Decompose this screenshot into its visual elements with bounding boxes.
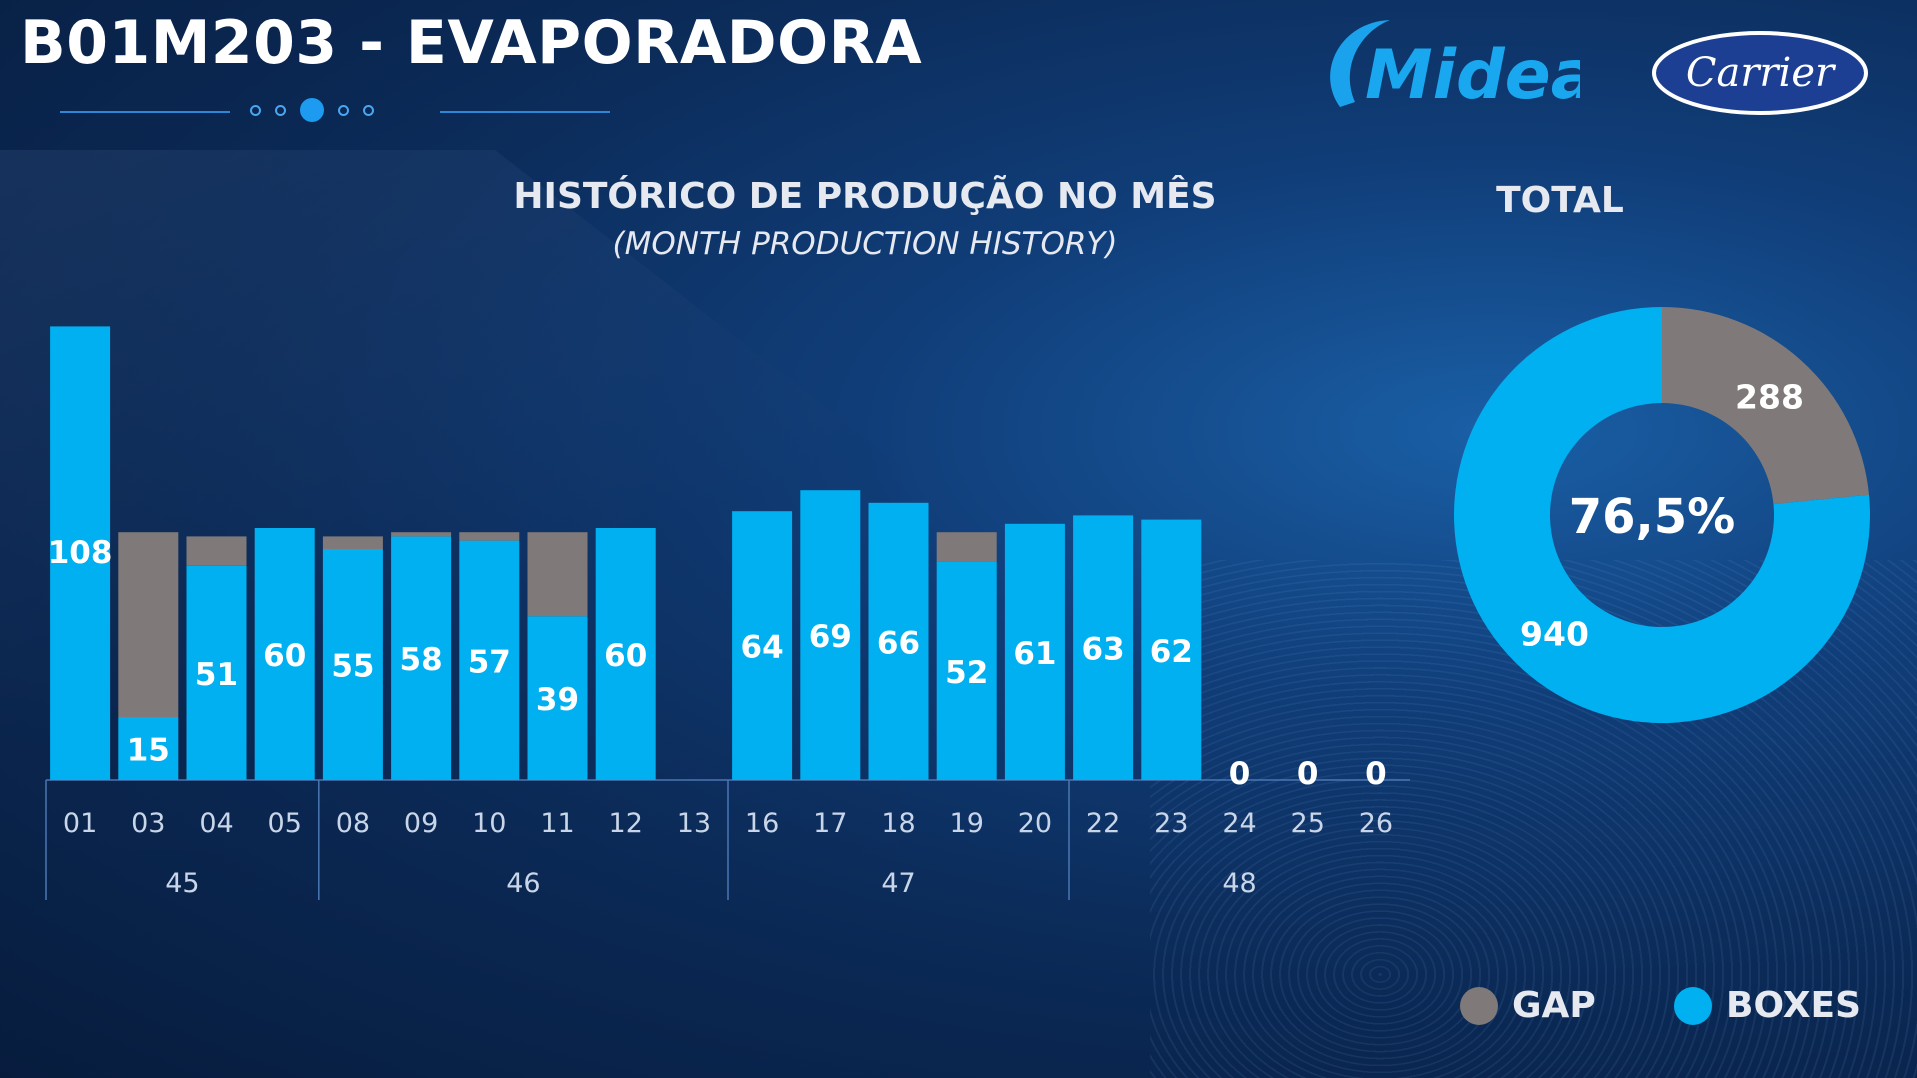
- data-label-19: 52: [945, 655, 988, 691]
- group-label-48: 48: [1222, 868, 1256, 899]
- bar-gap-09: [391, 532, 452, 537]
- donut-slice-boxes: [1454, 307, 1871, 723]
- pager-dot: [250, 104, 261, 116]
- x-tick-label-09: 09: [404, 808, 438, 839]
- data-label-01: 108: [48, 535, 113, 571]
- data-label-16: 64: [741, 630, 784, 666]
- legend-label-boxes: BOXES: [1726, 985, 1862, 1026]
- data-label-12: 60: [604, 638, 647, 674]
- bar-boxes-17: [800, 490, 861, 780]
- x-tick-label-11: 11: [540, 808, 574, 839]
- x-tick-label-01: 01: [63, 808, 97, 839]
- bar-gap-03: [118, 532, 179, 717]
- data-label-24: 0: [1229, 756, 1251, 792]
- bar-boxes-12: [595, 528, 656, 780]
- group-label-46: 46: [506, 868, 540, 899]
- page-title: B01M203 - EVAPORADORA: [20, 8, 923, 78]
- donut-title: TOTAL: [1496, 180, 1624, 221]
- bar-boxes-10: [459, 540, 520, 780]
- x-tick-label-25: 25: [1291, 808, 1325, 839]
- donut-label-boxes: 940: [1520, 615, 1589, 654]
- data-label-25: 0: [1297, 756, 1319, 792]
- donut-label-gap: 288: [1735, 377, 1804, 416]
- x-tick-label-18: 18: [881, 808, 915, 839]
- data-label-18: 66: [877, 625, 920, 661]
- x-tick-label-24: 24: [1222, 808, 1256, 839]
- bar-boxes-22: [1073, 515, 1134, 780]
- bar-boxes-19: [936, 561, 997, 780]
- bar-gap-11: [527, 532, 588, 617]
- group-label-47: 47: [881, 868, 915, 899]
- data-label-04: 51: [195, 657, 238, 693]
- bar-gap-08: [322, 536, 383, 549]
- x-tick-label-17: 17: [813, 808, 847, 839]
- data-label-05: 60: [263, 638, 306, 674]
- pager-dot: [275, 104, 286, 116]
- data-label-20: 61: [1013, 636, 1056, 672]
- x-tick-label-13: 13: [677, 808, 711, 839]
- carrier-logo: Carrier: [1652, 31, 1868, 115]
- x-tick-label-08: 08: [336, 808, 370, 839]
- legend-item-boxes: BOXES: [1674, 985, 1861, 1026]
- x-tick-label-05: 05: [268, 808, 302, 839]
- donut-slice-gap: [1662, 307, 1870, 505]
- group-label-45: 45: [165, 868, 199, 899]
- midea-logo: Midea: [1330, 20, 1580, 115]
- bar-boxes-20: [1004, 523, 1065, 780]
- bar-boxes-23: [1141, 519, 1202, 780]
- donut-center-label: 76,5%: [1569, 489, 1736, 545]
- x-tick-label-22: 22: [1086, 808, 1120, 839]
- x-tick-label-12: 12: [609, 808, 643, 839]
- data-label-26: 0: [1365, 756, 1387, 792]
- chart-title: HISTÓRICO DE PRODUÇÃO NO MÊS: [513, 176, 1217, 217]
- data-label-22: 63: [1082, 632, 1125, 668]
- bar-boxes-18: [868, 502, 929, 780]
- bar-boxes-04: [186, 565, 247, 780]
- x-tick-label-20: 20: [1018, 808, 1052, 839]
- title-underline-left: [60, 111, 230, 113]
- pager-dot-active: [300, 98, 324, 122]
- data-label-11: 39: [536, 682, 579, 718]
- data-label-03: 15: [127, 733, 170, 769]
- svg-text:Carrier: Carrier: [1686, 50, 1837, 96]
- bar-boxes-08: [322, 549, 383, 780]
- x-tick-label-16: 16: [745, 808, 779, 839]
- data-label-17: 69: [809, 619, 852, 655]
- svg-text:Midea: Midea: [1365, 36, 1580, 115]
- x-tick-label-10: 10: [472, 808, 506, 839]
- data-label-10: 57: [468, 644, 511, 680]
- data-label-09: 58: [400, 642, 443, 678]
- bar-boxes-03: [118, 717, 179, 780]
- pager-dot: [338, 104, 349, 116]
- x-tick-label-26: 26: [1359, 808, 1393, 839]
- bar-gap-04: [186, 536, 247, 566]
- x-tick-label-19: 19: [950, 808, 984, 839]
- data-label-08: 55: [331, 649, 374, 685]
- legend-swatch-boxes: [1674, 986, 1712, 1025]
- bar-boxes-05: [254, 528, 315, 780]
- legend-label-gap: GAP: [1512, 985, 1596, 1026]
- slide-pager: [250, 98, 374, 122]
- bar-boxes-01: [50, 326, 111, 780]
- x-tick-label-03: 03: [131, 808, 165, 839]
- bar-boxes-09: [391, 536, 452, 780]
- x-tick-label-04: 04: [199, 808, 233, 839]
- bar-boxes-16: [732, 511, 793, 780]
- x-tick-label-23: 23: [1154, 808, 1188, 839]
- data-label-23: 62: [1150, 634, 1193, 670]
- bar-boxes-11: [527, 616, 588, 780]
- legend-item-gap: GAP: [1460, 985, 1596, 1026]
- legend-swatch-gap: [1460, 986, 1498, 1025]
- chart-subtitle: (MONTH PRODUCTION HISTORY): [612, 226, 1118, 262]
- title-underline-right: [440, 111, 610, 113]
- pager-dot: [363, 104, 374, 116]
- bar-gap-19: [936, 532, 997, 562]
- bar-gap-10: [459, 532, 520, 541]
